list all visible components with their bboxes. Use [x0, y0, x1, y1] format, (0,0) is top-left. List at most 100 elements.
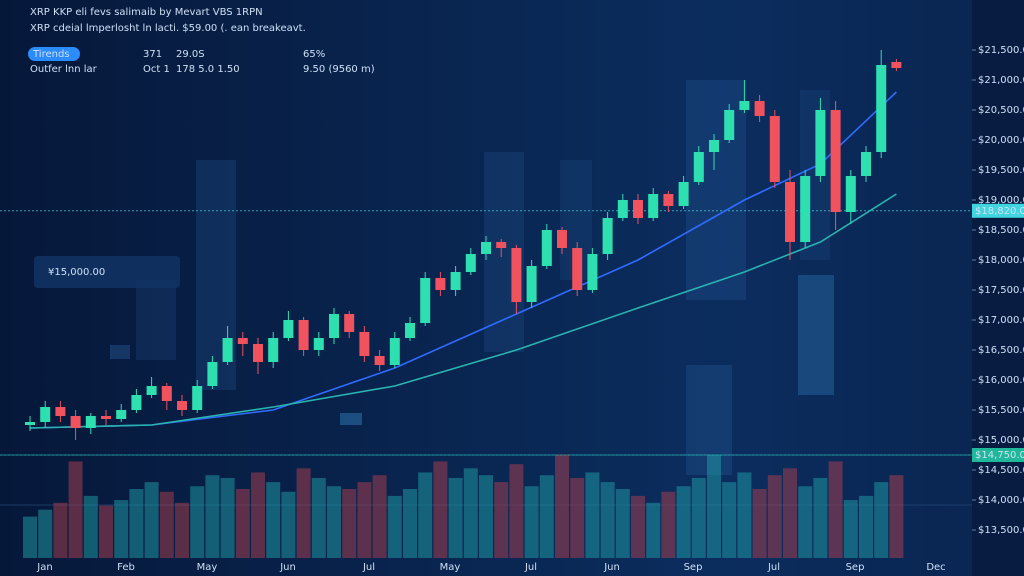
y-tick-label: $19,500.00 — [978, 165, 1024, 176]
candle-body — [420, 278, 431, 323]
volume-bar — [737, 472, 752, 558]
volume-bar — [859, 495, 873, 558]
decor — [798, 275, 834, 395]
decor — [340, 413, 362, 425]
volume-bar — [296, 468, 311, 558]
volume-bar — [539, 475, 554, 558]
candle-body — [283, 320, 294, 338]
volume-bar — [570, 477, 585, 558]
volume-bar — [251, 472, 265, 558]
overlay-label: ¥15,000.00 — [48, 267, 105, 278]
candle-body — [207, 362, 218, 386]
candle-body — [785, 182, 795, 242]
y-tick-label: $20,000.00 — [978, 135, 1024, 146]
candle-body — [55, 407, 66, 416]
volume-bar — [129, 489, 144, 558]
header-stat: Oct 1 — [143, 64, 170, 75]
volume-bar — [707, 454, 721, 558]
x-tick-label: Jul — [362, 562, 375, 573]
x-tick-label: Jun — [603, 562, 620, 573]
candle-body — [739, 101, 750, 110]
candle-body — [268, 338, 279, 362]
candle-body — [481, 242, 491, 254]
volume-bar — [798, 486, 813, 558]
header-stat: Tirends — [32, 49, 70, 60]
price-tag-label: $14,750.00 — [975, 450, 1024, 461]
chart-title: XRP KKP eli fevs salimaib by Mevart VBS … — [30, 7, 263, 18]
header-stat: 29.0S — [176, 49, 205, 60]
x-tick-label: May — [197, 562, 218, 573]
y-tick-label: $20,500.00 — [978, 105, 1024, 116]
y-tick-label: $21,000.00 — [978, 75, 1024, 86]
volume-bar — [463, 468, 478, 558]
volume-bar — [722, 482, 737, 558]
candle-body — [754, 101, 765, 116]
candle-body — [769, 116, 780, 182]
y-tick-label: $14,000.00 — [978, 495, 1024, 506]
volume-bar — [144, 482, 159, 558]
volume-bar — [205, 475, 220, 558]
y-tick-label: $15,000.00 — [978, 435, 1024, 446]
candle-body — [602, 218, 613, 254]
candle-body — [541, 230, 552, 266]
trend-pill[interactable] — [28, 47, 80, 61]
price-tag-label: $18,820.00 — [975, 206, 1024, 217]
volume-bar — [220, 477, 235, 558]
header-stat: 178 5.0 1.50 — [176, 64, 240, 75]
candle-body — [450, 272, 461, 290]
volume-bar — [661, 491, 676, 558]
volume-bar — [494, 482, 509, 558]
price-axis-panel — [972, 0, 1024, 576]
decor — [110, 345, 130, 359]
volume-bar — [342, 489, 357, 558]
price-tag — [972, 448, 1024, 462]
candle-body — [177, 401, 187, 410]
moving-average — [29, 193, 897, 429]
y-tick-label: $18,500.00 — [978, 225, 1024, 236]
candle-body — [222, 338, 233, 362]
decor — [686, 80, 746, 300]
candle-body — [101, 416, 111, 419]
candle-body — [237, 338, 248, 344]
y-tick-label: $19,000.00 — [978, 195, 1024, 206]
candle-body — [496, 242, 507, 248]
volume-bar — [448, 477, 463, 558]
volume-bar — [479, 475, 493, 558]
candle-body — [891, 62, 902, 68]
volume-bar — [615, 489, 630, 558]
candle-body — [253, 344, 263, 362]
y-tick-label: $18,000.00 — [978, 255, 1024, 266]
candle-body — [435, 278, 446, 290]
candle-body — [633, 200, 643, 218]
candle-body — [845, 176, 856, 212]
candle-body — [557, 230, 567, 248]
candle-body — [572, 248, 583, 290]
candle-body — [389, 338, 400, 365]
volume-bar — [828, 461, 843, 558]
candle-body — [876, 65, 887, 152]
volume-bar — [114, 500, 129, 558]
volume-bar — [585, 472, 600, 558]
candle-body — [85, 416, 96, 428]
y-tick-label: $16,500.00 — [978, 345, 1024, 356]
volume-bar — [311, 477, 326, 558]
candle-body — [70, 416, 81, 428]
volume-bar — [68, 461, 83, 558]
candle-body — [800, 176, 811, 242]
volume-bar — [813, 477, 828, 558]
candle-body — [663, 194, 674, 206]
candle-body — [313, 338, 324, 350]
candle-body — [830, 110, 841, 212]
volume-bar — [752, 489, 767, 558]
volume-bar — [600, 482, 615, 558]
y-tick-label: $17,500.00 — [978, 285, 1024, 296]
volume-bar — [874, 482, 889, 558]
candle-body — [344, 314, 355, 332]
volume-bar — [159, 491, 174, 558]
candle-body — [709, 140, 719, 152]
candle-body — [329, 314, 339, 338]
candle-body — [526, 266, 537, 302]
header-stat: Outfer lnn lar — [30, 64, 98, 75]
volume-bar — [889, 475, 904, 558]
candle-body — [587, 254, 598, 290]
